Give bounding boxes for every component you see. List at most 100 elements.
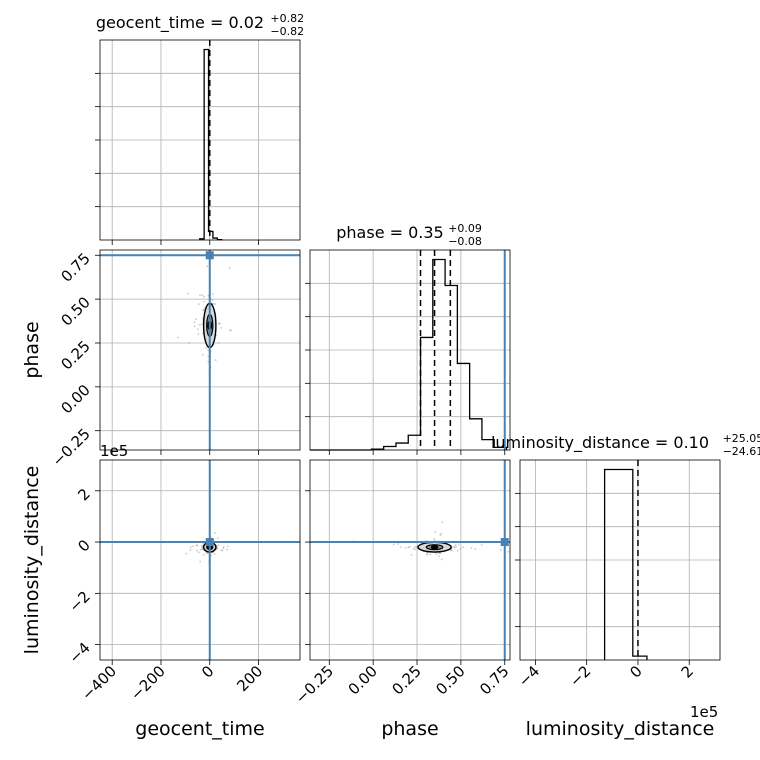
y-tick-label: −4	[65, 639, 93, 667]
x-tick-label: 0.50	[432, 662, 468, 698]
sample-point	[195, 318, 197, 320]
panel-title: phase = 0.35	[336, 223, 443, 242]
truth-marker	[500, 538, 509, 547]
sample-point	[220, 326, 223, 329]
sample-point	[414, 546, 417, 548]
sample-point	[197, 333, 200, 336]
panel-title-luminosity_distance: luminosity_distance = 0.10 +25.05−24.61	[491, 432, 760, 458]
title-plus: +0.82	[270, 12, 304, 25]
sample-point	[507, 550, 510, 553]
sample-point	[203, 300, 206, 303]
y-tick-label: 2	[74, 485, 93, 504]
sample-point	[206, 265, 209, 268]
x-axis-label-luminosity_distance: luminosity_distance	[526, 718, 715, 740]
sample-point	[441, 521, 444, 524]
sample-point	[227, 545, 229, 548]
y-tick-label: −0.25	[49, 425, 94, 470]
grid-lines	[100, 250, 300, 450]
sample-point	[221, 549, 224, 552]
sample-point	[201, 317, 204, 320]
sample-point	[426, 553, 429, 556]
scatter-phase-luminosity_distance	[310, 460, 510, 660]
x-tick-label: 0.75	[476, 662, 512, 698]
title-minus: −0.08	[448, 235, 482, 248]
sample-point	[205, 346, 208, 349]
panel-title-phase: phase = 0.35 +0.09−0.08	[336, 222, 482, 248]
sample-point	[216, 537, 219, 540]
sample-point	[212, 293, 214, 295]
x-tick-label: 2	[678, 662, 697, 681]
sample-point	[197, 303, 200, 305]
sample-point	[217, 544, 220, 547]
sample-point	[462, 546, 465, 549]
sample-point	[201, 294, 204, 297]
sample-point	[499, 548, 502, 551]
x-tick-label: 0	[198, 662, 217, 681]
grid-lines	[310, 250, 510, 450]
y-axis-label-phase: phase	[21, 321, 43, 378]
sample-point	[397, 543, 400, 545]
sample-point	[197, 551, 200, 554]
grid-lines	[100, 40, 300, 240]
x-axis-label-phase: phase	[381, 718, 438, 740]
sample-point	[199, 548, 202, 551]
sample-point	[199, 294, 201, 297]
sample-point	[192, 545, 195, 548]
sample-point	[205, 552, 208, 554]
y-tick-label: 0.50	[57, 293, 93, 329]
sample-point	[412, 547, 415, 550]
sample-point	[217, 341, 220, 344]
sample-point	[456, 549, 459, 552]
sample-point	[199, 560, 202, 563]
sample-point	[392, 543, 395, 546]
sample-point	[201, 323, 203, 326]
sample-point	[207, 349, 210, 352]
sample-point	[438, 555, 440, 558]
sample-point	[217, 322, 220, 325]
sample-point	[455, 545, 458, 548]
panel-title: luminosity_distance = 0.10	[491, 433, 709, 453]
y-tick-label: −2	[65, 587, 93, 615]
sample-point	[435, 553, 438, 556]
x-tick-label: 0.00	[345, 662, 381, 698]
sample-point	[470, 546, 473, 549]
y-tick-label: 0.25	[57, 337, 93, 373]
grid-lines	[520, 460, 720, 660]
title-minus: −24.61	[723, 445, 760, 458]
sample-point	[188, 342, 190, 344]
grid-lines	[310, 460, 510, 660]
sample-point	[453, 546, 455, 548]
y-axis-label-luminosity_distance: luminosity_distance	[21, 466, 43, 655]
panel-frame	[99, 459, 301, 661]
sample-point	[193, 325, 196, 328]
sample-point	[454, 544, 457, 547]
sample-point	[440, 532, 443, 535]
sample-point	[193, 321, 196, 324]
sample-point	[457, 543, 460, 546]
sample-point	[429, 553, 432, 556]
sample-point	[214, 359, 217, 362]
sample-point	[439, 534, 442, 537]
histogram-phase	[310, 258, 508, 451]
sample-point	[474, 548, 477, 550]
panel-title: geocent_time = 0.02	[96, 13, 264, 33]
sample-point	[480, 544, 483, 546]
title-minus: −0.82	[270, 25, 304, 38]
panel-frame	[99, 249, 301, 451]
sample-point	[214, 303, 217, 305]
sample-point	[189, 549, 192, 551]
sample-point	[440, 558, 443, 561]
x-tick-label: 0	[626, 662, 645, 681]
grid-lines	[100, 460, 300, 660]
scatter-geocent_time-luminosity_distance	[100, 460, 300, 660]
sample-point	[203, 295, 206, 298]
y-tick-label: 0.00	[57, 381, 93, 417]
sample-point	[226, 548, 228, 551]
y-tick-label: 0.75	[57, 249, 93, 285]
sample-point	[197, 328, 199, 331]
sample-point	[185, 552, 188, 555]
x-tick-label: −2	[566, 662, 594, 690]
sample-point	[177, 336, 179, 339]
panel-title-geocent_time: geocent_time = 0.02 +0.82−0.82	[96, 12, 304, 38]
